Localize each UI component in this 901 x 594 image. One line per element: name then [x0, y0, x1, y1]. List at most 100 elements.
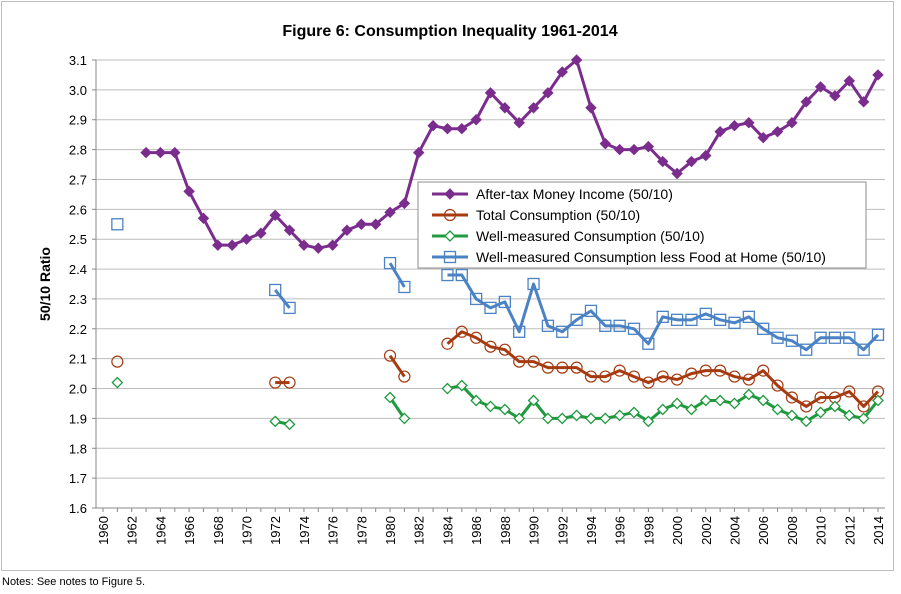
series-1-point — [255, 227, 267, 239]
series-1-point — [714, 125, 726, 138]
series-1-point — [570, 54, 583, 66]
series-3-point — [556, 412, 569, 425]
legend-box — [417, 181, 867, 269]
x-tick-label: 1960 — [96, 516, 111, 545]
series-4-point — [283, 301, 296, 315]
series-4-point — [800, 343, 813, 356]
series-2-point — [570, 361, 583, 374]
series-2-point — [814, 391, 827, 404]
y-tick-label: 2.6 — [69, 202, 87, 217]
x-tick-label: 1968 — [211, 516, 226, 545]
series-1-point — [226, 239, 238, 251]
x-tick-label: 1974 — [297, 516, 312, 545]
x-tick-label: 2014 — [871, 516, 886, 545]
series-1-line — [146, 58, 880, 250]
series-4-point — [484, 301, 497, 315]
series-1-point — [212, 239, 224, 251]
series-4-line — [447, 273, 880, 352]
y-tick-label: 3.1 — [69, 53, 87, 68]
series-1-point — [757, 131, 769, 144]
series-3-point — [111, 376, 124, 389]
legend-label: Well-measured Consumption (50/10) — [476, 228, 705, 244]
series-2-point — [111, 355, 124, 368]
x-tick-label: 1964 — [153, 516, 168, 545]
x-tick-label: 1990 — [527, 516, 542, 545]
series-1-point — [140, 146, 152, 159]
series-1-point — [857, 96, 870, 108]
legend-marker — [443, 208, 457, 222]
y-tick-label: 3.0 — [69, 83, 87, 98]
y-tick-label: 2.9 — [69, 113, 87, 128]
x-tick-label: 1972 — [268, 516, 283, 545]
series-3-point — [785, 409, 798, 422]
chart-title: Figure 6: Consumption Inequality 1961-20… — [282, 23, 617, 40]
y-tick-label: 2.2 — [69, 322, 87, 337]
series-4-point — [814, 331, 827, 344]
series-3-point — [699, 394, 712, 407]
series-1-point — [269, 209, 281, 222]
series-2-point — [269, 376, 282, 389]
legend-label: After-tax Money Income (50/10) — [476, 186, 673, 202]
x-tick-label: 1978 — [354, 516, 369, 545]
y-tick-label: 2.1 — [69, 352, 87, 367]
series-1-point — [355, 218, 368, 230]
series-1-point — [169, 146, 181, 159]
series-2-point — [283, 376, 296, 389]
series-1-point — [585, 102, 597, 114]
series-4-point — [713, 313, 727, 326]
series-3-point — [498, 403, 511, 416]
series-1-point — [513, 117, 525, 129]
series-1-point — [800, 96, 812, 108]
y-tick-label: 2.3 — [69, 292, 87, 307]
series-3-point — [628, 406, 640, 419]
series-1-point — [413, 146, 425, 159]
series-1-point — [542, 87, 554, 99]
series-4-point — [857, 343, 870, 356]
series-2-point — [670, 373, 684, 386]
series-4-point — [269, 283, 282, 297]
series-4-point — [527, 277, 540, 291]
series-2-point — [398, 370, 411, 383]
series-1-point — [326, 239, 339, 251]
series-1-point — [613, 143, 626, 156]
series-3-point — [728, 397, 741, 410]
series-4-point — [469, 292, 483, 306]
series-4-line — [274, 289, 291, 309]
series-3-point — [829, 400, 841, 413]
series-2-point — [728, 370, 741, 383]
series-3-point — [470, 394, 483, 407]
series-2-point — [383, 349, 397, 362]
series-1-point — [657, 155, 669, 168]
series-2-point — [785, 391, 798, 404]
legend-label: Total Consumption (50/10) — [476, 207, 640, 223]
y-tick-label: 2.0 — [69, 382, 87, 397]
series-3-point — [771, 403, 784, 416]
x-tick-label: 1998 — [641, 516, 656, 545]
series-1-point — [728, 119, 741, 132]
series-2-point — [513, 355, 526, 368]
series-2-point — [541, 361, 555, 374]
series-2-point — [857, 400, 870, 413]
series-1-point — [499, 102, 511, 114]
legend-marker — [443, 250, 457, 264]
x-tick-label: 2012 — [842, 516, 857, 545]
series-2-line — [388, 354, 406, 378]
series-2-point — [627, 370, 641, 383]
series-2-point — [656, 370, 669, 383]
series-4-point — [111, 218, 124, 231]
series-3-point — [742, 388, 755, 401]
series-1-point — [298, 239, 310, 251]
x-tick-label: 1962 — [125, 516, 140, 545]
series-4-point — [455, 268, 468, 282]
series-2-point — [699, 364, 712, 377]
series-2-line — [446, 330, 880, 408]
series-3-point — [570, 409, 583, 422]
series-3-point — [800, 415, 813, 428]
series-3-point — [484, 400, 497, 413]
y-tick-label: 1.7 — [69, 471, 87, 486]
x-tick-label: 1970 — [240, 516, 255, 545]
series-4-line — [388, 262, 406, 288]
y-tick-label: 2.5 — [69, 232, 87, 247]
series-2-point — [556, 361, 569, 374]
